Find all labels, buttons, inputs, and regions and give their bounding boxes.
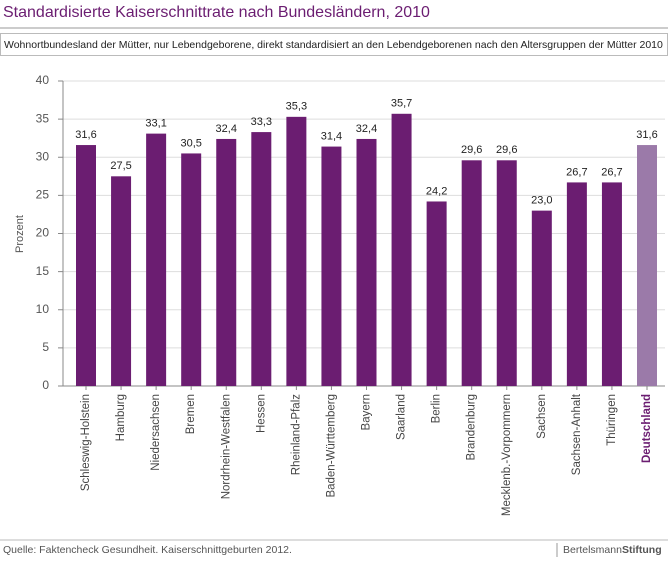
x-tick-label: Hamburg <box>115 394 127 441</box>
x-tick-label: Baden-Württemberg <box>325 394 337 498</box>
bar <box>637 145 657 386</box>
value-label: 31,4 <box>321 130 342 142</box>
bar <box>601 182 622 386</box>
logo-first: Bertelsmann <box>563 544 622 556</box>
value-label: 31,6 <box>636 129 657 141</box>
bar <box>531 210 552 386</box>
y-tick-label: 20 <box>36 226 50 240</box>
logo-second: Stiftung <box>622 544 662 556</box>
x-tick-label: Berlin <box>431 394 443 423</box>
y-tick-label: 5 <box>42 340 49 354</box>
chart-subtitle: Wohnortbundesland der Mütter, nur Lebend… <box>4 39 663 51</box>
value-label: 33,1 <box>145 118 166 130</box>
bar <box>461 160 482 386</box>
value-label: 24,2 <box>426 185 447 197</box>
x-tick-label: Deutschland <box>641 394 653 463</box>
bar <box>566 182 587 386</box>
value-label: 29,6 <box>461 144 482 156</box>
value-label: 32,4 <box>356 123 377 135</box>
x-tick-label: Mecklenb.-Vorpommern <box>501 394 513 516</box>
value-label: 31,6 <box>75 129 96 141</box>
bar <box>146 133 167 386</box>
bar <box>111 176 132 386</box>
value-label: 32,4 <box>216 123 237 135</box>
x-tick-label: Bayern <box>361 394 373 430</box>
bar <box>216 138 237 386</box>
value-label: 30,5 <box>180 137 201 149</box>
bar <box>76 145 96 386</box>
y-axis-label: Prozent <box>14 215 26 253</box>
bar <box>426 201 447 386</box>
value-label: 26,7 <box>601 166 622 178</box>
y-tick-label: 15 <box>36 264 50 278</box>
value-label: 29,6 <box>496 144 517 156</box>
source: Quelle: Faktencheck Gesundheit. Kaisersc… <box>3 544 292 556</box>
x-tick-label: Niedersachsen <box>150 394 162 471</box>
bar <box>321 146 342 386</box>
bar <box>251 132 272 386</box>
bar <box>181 153 202 386</box>
bar <box>391 113 412 386</box>
bar <box>496 160 517 386</box>
value-label: 23,0 <box>531 195 552 207</box>
value-label: 26,7 <box>566 166 587 178</box>
value-label: 33,3 <box>251 116 272 128</box>
chart-title: Standardisierte Kaiserschnittrate nach B… <box>3 4 430 21</box>
bar <box>286 116 307 387</box>
y-tick-label: 35 <box>36 111 50 125</box>
bar <box>356 138 377 386</box>
x-tick-label: Hessen <box>255 394 267 433</box>
value-label: 35,3 <box>286 101 307 113</box>
x-tick-label: Thüringen <box>606 394 618 446</box>
x-tick-label: Sachsen-Anhalt <box>571 393 583 475</box>
y-tick-label: 10 <box>36 302 50 316</box>
x-tick-label: Bremen <box>185 394 197 434</box>
x-tick-label: Rheinland-Pfalz <box>290 394 302 475</box>
x-tick-label: Saarland <box>396 394 408 440</box>
value-label: 27,5 <box>110 160 131 172</box>
y-tick-label: 40 <box>36 73 50 87</box>
x-tick-label: Nordrhein-Westfalen <box>220 394 232 499</box>
y-tick-label: 25 <box>36 188 50 202</box>
logo: BertelsmannStiftung <box>563 544 662 556</box>
y-tick-label: 0 <box>42 378 49 392</box>
x-tick-label: Schleswig-Holstein <box>80 394 92 491</box>
value-label: 35,7 <box>391 98 412 110</box>
x-tick-label: Sachsen <box>536 394 548 439</box>
x-tick-label: Brandenburg <box>466 394 478 461</box>
y-tick-label: 30 <box>36 149 50 163</box>
